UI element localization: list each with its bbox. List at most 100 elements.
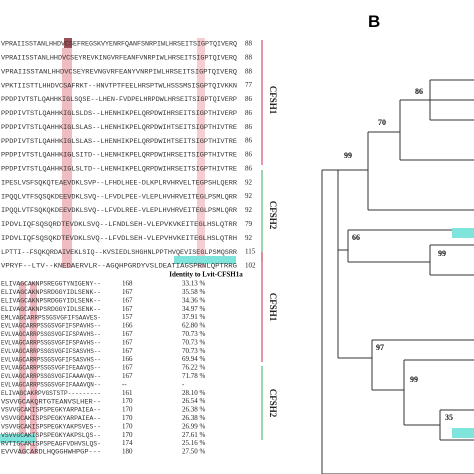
sequence: ELIVAGCAKNPSRDGGYIDLSENK-- (1, 289, 101, 296)
sequence: RVTIGCAKISPSPEAGFVDHVSLQS- (1, 440, 101, 447)
bootstrap-value: 99 (438, 249, 446, 258)
residue-count: 92 (245, 178, 253, 186)
sequence: ELIVAGCAKRPVGSTSTP--------- (1, 390, 101, 397)
residue-count: -- (122, 380, 127, 388)
sequence: ELIVAGCAKNPSRDGGYIDLSENK-- (1, 306, 101, 313)
residue-count: 166 (122, 355, 133, 363)
identity-header: Identity to Lvit-CFSH1a (169, 271, 243, 279)
sequence: EVLVAGCARRPSSGSVGFIFAAAVQN-- (1, 381, 101, 388)
sequence: IPDVLIQFSQSQKDTEVDKLSVQ--LFVDLSEH-VLEPVH… (1, 235, 237, 242)
identity: 34.36 % (182, 296, 206, 304)
residue-count: 115 (245, 248, 256, 256)
sequence: EVLVAGCARRPSSGSVGFIFSASVHS-- (1, 356, 101, 363)
sequence: VPRAIISSTANLHHDVCSEFREGSKVYENRFQANFSNRPI… (1, 41, 237, 48)
residue-count: 161 (122, 389, 133, 397)
bootstrap-value: 35 (445, 413, 453, 422)
identity: 25.16 % (182, 439, 206, 447)
sequence: PPDPIVTSTLQAHHKIGLSLAS--LHENHIKPELQRPDWI… (1, 138, 237, 145)
residue-count: 88 (245, 53, 253, 61)
group-label: CFSH1 (268, 293, 278, 322)
residue-count: 170 (122, 431, 133, 439)
residue-count: 167 (122, 364, 133, 372)
conserved-column (62, 48, 72, 156)
identity: 26.54 % (182, 397, 206, 405)
identity: 76.22 % (182, 364, 206, 372)
conserved-column (197, 38, 205, 268)
sequence: VSVVGCAKISPSPEGKYARPAIEA-- (1, 407, 101, 414)
bootstrap-value: 99 (410, 375, 418, 384)
sequence: ELIVAGCAKNPSRDGGYIDLSENK-- (1, 297, 101, 304)
sequence: PPDPIVTSTLQAHHKIGLSITD--LHENHIKPELQRPDWI… (1, 152, 237, 159)
identity: 28.10 % (182, 389, 206, 397)
panel-label: B (368, 12, 380, 31)
identity: 33.13 % (182, 280, 206, 288)
residue-count: 167 (122, 338, 133, 346)
residue-count: 167 (122, 372, 133, 380)
residue-count: 79 (245, 220, 253, 228)
conserved-column (62, 154, 72, 268)
residue-count: 86 (245, 151, 253, 159)
identity: 34.97 % (182, 305, 206, 313)
sequence: EVLVAGCARRPSSGSVGFIFSASVHS-- (1, 348, 101, 355)
cyan-bar (0, 434, 36, 443)
sequence: PPDPIVTSTLQAHHKIGLSLAS--LHENHIKPELQRPDWI… (1, 124, 237, 131)
residue-count: 167 (122, 347, 133, 355)
bootstrap-value: 86 (415, 87, 423, 96)
sequence: VSVVGCAKQRTGTEANVSLHER-- (1, 398, 101, 405)
tree-highlight (452, 428, 474, 438)
group-label: CFSH2 (268, 201, 278, 230)
residue-count: 170 (122, 414, 133, 422)
sequence: IPDVLIQFSQSQRDTEVDKLSVQ--LFNDLSEH-VLEPVK… (1, 221, 237, 228)
conserved-column (19, 282, 26, 454)
identity: 70.73 % (182, 347, 206, 355)
residue-count: 77 (245, 81, 253, 89)
sequence: EVLVAGCARRPSSGSVGFIFSPAVHS-- (1, 331, 101, 338)
identity: 26.38 % (182, 406, 206, 414)
bootstrap-value: 99 (344, 151, 352, 160)
sequence: PPDPIVTSTLQAHHKIGLSLDS--LHENHIKPELQRPDWI… (1, 110, 237, 117)
identity: 69.94 % (182, 355, 206, 363)
residue-count: 86 (245, 123, 253, 131)
bootstrap-value: 70 (378, 118, 386, 127)
residue-count: 170 (122, 397, 133, 405)
sequence: VSVVGCAKISPSPEGKYAKPSLQS-- (1, 432, 101, 439)
sequence: ELIVAGCAKNPSREGGTYNIGENY-- (1, 281, 101, 288)
identity: 27.61 % (182, 431, 206, 439)
sequence: PPDPIVTSTLQAHHKIGLSQSE--LHEN-FVDPELHRPDW… (1, 96, 237, 103)
identity: 27.50 % (182, 448, 206, 456)
identity: 71.78 % (182, 372, 206, 380)
residue-count: 167 (122, 330, 133, 338)
group-label: CFSH2 (268, 389, 278, 418)
residue-count: 86 (245, 137, 253, 145)
residue-count: 174 (122, 439, 133, 447)
sequence: VSVVGCAKISPSPEGKYARPAIEA-- (1, 415, 101, 422)
residue-count: 167 (122, 288, 133, 296)
sequence: PPDPIVTSTLQAHHKIGLSLTD--LHENHIKPELQRPDWI… (1, 166, 237, 173)
residue-count: 157 (122, 313, 133, 321)
identity: 62.80 % (182, 322, 206, 330)
sequence: VPRYF--LTV--KNEDAERVLR--AGQHPGRDYVSLDEAT… (1, 263, 237, 270)
sequence: VSVVGCAKISPSPEGKYAKPSVES-- (1, 423, 101, 430)
conserved-highlight (64, 38, 72, 48)
residue-count: 86 (245, 95, 253, 103)
residue-count: 170 (122, 406, 133, 414)
sequence: VPRAIISSTANLHHDVCSEYREVNGVRFEANYVNRPIWLH… (1, 68, 237, 75)
identity: 35.58 % (182, 288, 206, 296)
identity: 70.73 % (182, 330, 206, 338)
bootstrap-value: 97 (376, 343, 384, 352)
sequence: EVLVAGCARRPSSGSVGFIFSPAVHS-- (1, 339, 101, 346)
identity: 70.73 % (182, 338, 206, 346)
sequence: VPRAIISSTANLHHDVCSEYREVKINGVRFEANFVNRPIW… (1, 55, 237, 62)
identity: - (182, 380, 185, 388)
residue-count: 166 (122, 322, 133, 330)
residue-count: 102 (245, 262, 256, 270)
tree (321, 79, 474, 474)
residue-count: 168 (122, 280, 133, 288)
sequence: EVLVAGCARRPSSGSVGFIFEAAVQS-- (1, 365, 101, 372)
tree-highlight (452, 228, 474, 238)
sequence: EVLVAGCARRPSSGSVGFIFAAAVQN-- (1, 373, 101, 380)
sequence: EVVVAGCARDLHQGGHWHPGP--- (1, 449, 101, 456)
residue-count: 92 (245, 192, 253, 200)
